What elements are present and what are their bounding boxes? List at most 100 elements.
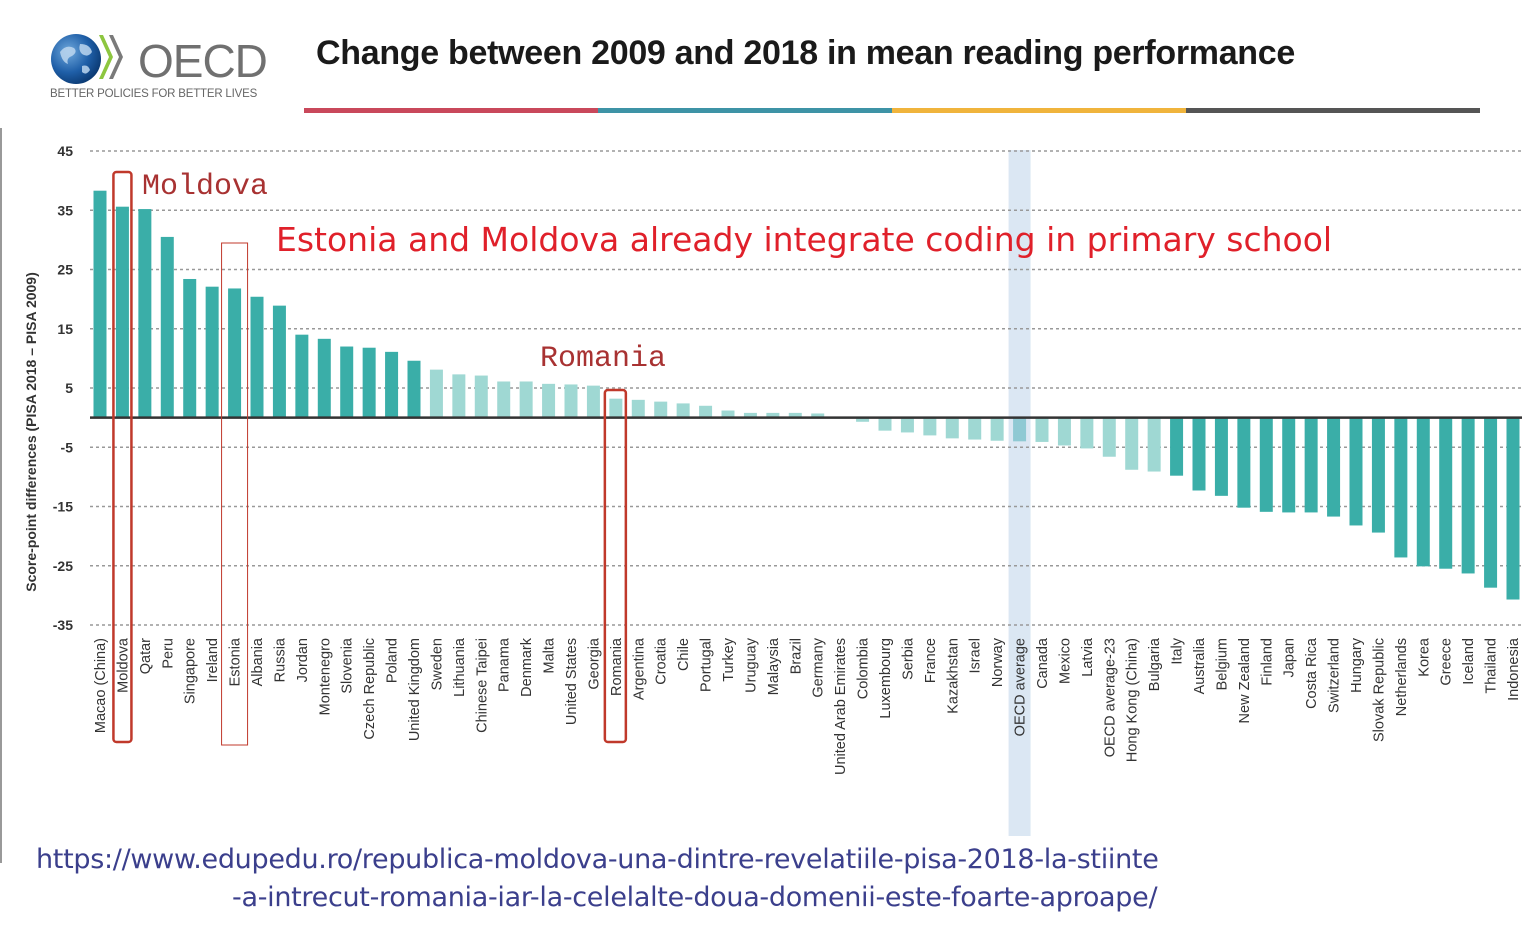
- x-tick-label: Colombia: [856, 637, 872, 699]
- chevron-icon: [109, 35, 123, 79]
- left-frame-line: [0, 128, 2, 863]
- x-tick-label: Chinese Taipei: [474, 638, 490, 733]
- bar-bulgaria: [1147, 417, 1161, 472]
- x-tick-label: France: [923, 638, 939, 683]
- x-tick-label: Montenegro: [317, 638, 333, 715]
- x-tick-label: Thailand: [1484, 638, 1500, 694]
- bar-mexico: [1057, 417, 1071, 446]
- x-tick-label: Croatia: [654, 637, 670, 685]
- bar-montenegro: [317, 338, 331, 418]
- y-tick-label: 45: [57, 143, 73, 159]
- bar-norway: [990, 417, 1004, 441]
- bar-slovak-republic: [1371, 417, 1385, 533]
- source-url-line-2[interactable]: -a-intrecut-romania-iar-la-celelalte-dou…: [232, 882, 1158, 913]
- x-tick-label: Costa Rica: [1304, 637, 1320, 709]
- x-tick-label: Greece: [1439, 638, 1455, 686]
- chart-title: Change between 2009 and 2018 in mean rea…: [316, 34, 1295, 72]
- bar-jordan: [295, 334, 309, 418]
- x-tick-label: Qatar: [138, 638, 154, 674]
- bar-chinese-taipei: [474, 375, 488, 418]
- x-tick-label: Slovenia: [340, 637, 356, 694]
- x-tick-label: Poland: [385, 638, 401, 683]
- x-tick-label: Argentina: [631, 637, 647, 700]
- bar-ireland: [205, 286, 219, 418]
- y-tick-label: 35: [57, 202, 73, 218]
- x-tick-label: Peru: [160, 638, 176, 669]
- x-tick-label: Malta: [542, 637, 558, 673]
- x-tick-label: OECD average-23: [1102, 638, 1118, 757]
- bar-australia: [1192, 417, 1206, 491]
- bar-turkey: [721, 410, 735, 418]
- y-axis-label: Score-point differences (PISA 2018 – PIS…: [23, 272, 39, 592]
- x-tick-label: Norway: [990, 637, 1006, 687]
- bar-oecd-average: [1013, 417, 1027, 442]
- x-tick-label: Albania: [250, 637, 266, 686]
- bar-france: [923, 417, 937, 436]
- oecd-average-band: [1008, 150, 1031, 836]
- highlight-box-romania: [603, 388, 628, 744]
- x-tick-label: Japan: [1282, 638, 1298, 678]
- bar-latvia: [1080, 417, 1094, 449]
- x-tick-label: Chile: [676, 638, 692, 671]
- bar-argentina: [631, 399, 645, 418]
- x-tick-label: Hong Kong (China): [1125, 638, 1141, 762]
- bar-russia: [272, 305, 286, 418]
- x-tick-label: Malaysia: [766, 637, 782, 695]
- bar-estonia: [228, 288, 242, 418]
- source-url-line-1[interactable]: https://www.edupedu.ro/republica-moldova…: [36, 844, 1159, 875]
- bar-hong-kong-china: [1125, 417, 1139, 470]
- x-tick-label: Uruguay: [743, 637, 759, 693]
- bar-poland: [385, 351, 399, 418]
- x-tick-label: Czech Republic: [362, 638, 378, 740]
- bar-czech-republic: [362, 347, 376, 418]
- x-tick-label: Brazil: [788, 638, 804, 674]
- x-tick-label: United Arab Emirates: [833, 638, 849, 775]
- bar-thailand: [1484, 417, 1498, 588]
- bar-macao-china: [93, 190, 107, 418]
- bar-romania: [609, 398, 623, 418]
- bar-luxembourg: [878, 417, 892, 431]
- x-tick-label: Hungary: [1349, 637, 1365, 693]
- bar-korea: [1416, 417, 1430, 567]
- x-tick-label: United Kingdom: [407, 638, 423, 741]
- x-tick-label: Belgium: [1214, 638, 1230, 690]
- bar-lithuania: [452, 374, 466, 418]
- bar-brazil: [788, 412, 802, 418]
- rule-segment-gray: [1186, 108, 1480, 113]
- bar-panama: [497, 381, 511, 418]
- x-tick-label: Korea: [1416, 637, 1432, 677]
- x-tick-label: Canada: [1035, 637, 1051, 689]
- bar-switzerland: [1327, 417, 1341, 517]
- bar-georgia: [586, 385, 600, 418]
- x-tick-label: Panama: [497, 637, 513, 692]
- bar-chile: [676, 403, 690, 418]
- x-tick-label: Luxembourg: [878, 638, 894, 719]
- x-tick-label: Indonesia: [1506, 637, 1522, 701]
- bar-finland: [1259, 417, 1273, 512]
- bar-iceland: [1461, 417, 1475, 574]
- x-tick-label: OECD average: [1013, 638, 1029, 736]
- bar-japan: [1282, 417, 1296, 513]
- title-rule: [304, 108, 1480, 113]
- bar-belgium: [1214, 417, 1228, 496]
- x-tick-label: Iceland: [1461, 638, 1477, 685]
- x-tick-label: Moldova: [115, 637, 131, 693]
- x-tick-label: Netherlands: [1394, 638, 1410, 716]
- x-tick-label: Macao (China): [93, 638, 109, 733]
- highlight-box-moldova: [112, 170, 133, 744]
- x-tick-label: Mexico: [1057, 638, 1073, 684]
- oecd-logo: OECD BETTER POLICIES FOR BETTER LIVES: [50, 32, 280, 104]
- bar-hungary: [1349, 417, 1363, 526]
- rule-segment-yellow: [892, 108, 1186, 113]
- bar-portugal: [699, 405, 713, 418]
- bar-israel: [968, 417, 982, 440]
- x-tick-label: Denmark: [519, 637, 535, 697]
- globe-icon: [51, 34, 123, 84]
- y-tick-label: 5: [65, 380, 73, 396]
- x-tick-label: Serbia: [900, 637, 916, 680]
- bar-new-zealand: [1237, 417, 1251, 508]
- bar-malta: [542, 383, 556, 418]
- bar-greece: [1439, 417, 1453, 569]
- bar-colombia: [856, 417, 870, 422]
